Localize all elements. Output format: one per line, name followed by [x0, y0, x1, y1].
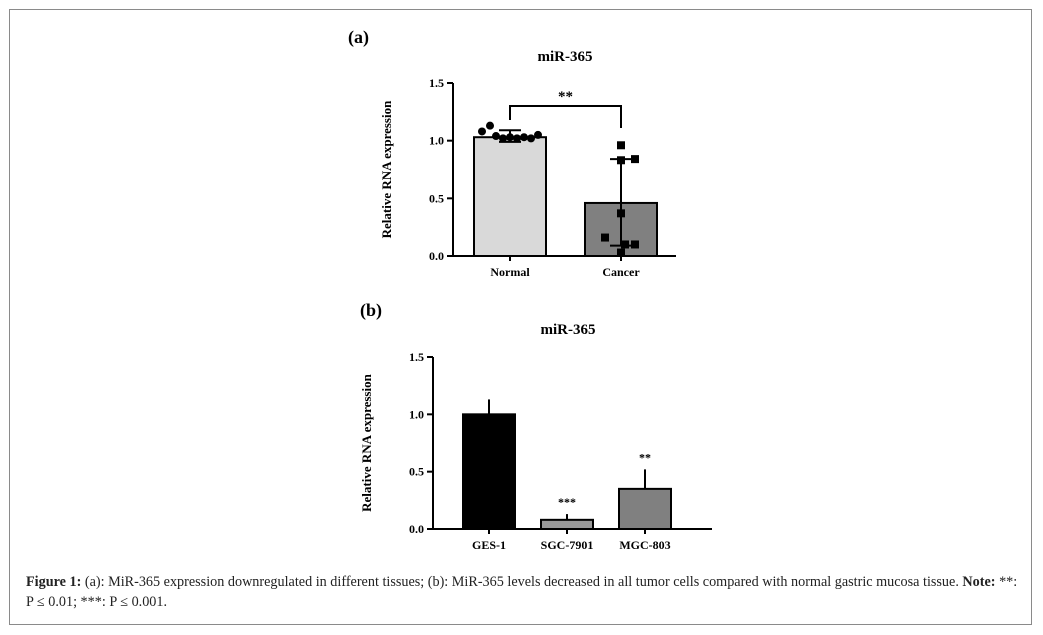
- panel-label-b: (b): [360, 300, 382, 320]
- data-point: [601, 233, 609, 242]
- data-point: [527, 134, 535, 143]
- significance-label: **: [558, 89, 573, 105]
- y-tick-label: 1.5: [429, 76, 444, 90]
- x-tick-label: Cancer: [602, 265, 640, 279]
- y-tick-label: 1.5: [409, 350, 424, 364]
- significance-label: **: [639, 450, 651, 464]
- x-tick-label: Normal: [490, 265, 530, 279]
- chart-b: miR-365 Relative RNA expression 0.0 0.5 1.0 1…: [359, 322, 712, 552]
- chart-a: miR-365 Relative RNA expression 0.0 0.5 1.0 1…: [379, 49, 676, 279]
- figure-frame: [9, 9, 1032, 625]
- data-point: [617, 248, 625, 257]
- caption-note-label: Note:: [962, 574, 996, 590]
- bar-ges-1: [462, 413, 516, 530]
- chart-title: miR-365: [538, 49, 593, 65]
- data-point: [631, 155, 639, 164]
- data-point: [499, 134, 507, 143]
- significance-label: ***: [558, 495, 576, 509]
- x-tick-label: SGC-7901: [541, 538, 594, 552]
- data-point: [486, 121, 494, 130]
- panel-label-a: (a): [348, 27, 369, 47]
- y-axis-label: Relative RNA expression: [379, 100, 394, 238]
- y-tick-label: 1.0: [429, 134, 444, 148]
- data-point: [617, 156, 625, 165]
- bar-normal: [473, 136, 547, 257]
- x-tick-label: MGC-803: [619, 538, 670, 552]
- bar-mgc-803: [618, 487, 672, 531]
- y-tick-label: 1.0: [409, 407, 424, 421]
- data-point: [631, 240, 639, 249]
- data-point: [513, 134, 521, 143]
- caption-text-2: **: P ≤ 0.01; ***: P ≤ 0.001.: [26, 574, 1018, 610]
- y-tick-label: 0.5: [429, 191, 444, 205]
- significance-bracket: [509, 105, 622, 128]
- data-point: [617, 209, 625, 218]
- y-axis-label: Relative RNA expression: [359, 373, 374, 511]
- x-tick-label: GES-1: [472, 538, 506, 552]
- data-point: [506, 133, 514, 142]
- data-point: [617, 141, 625, 150]
- bar-sgc-7901: [540, 518, 594, 530]
- data-point: [478, 127, 486, 136]
- caption-text-1: (a): MiR-365 expression downregulated in…: [81, 574, 963, 590]
- y-tick-label: 0.0: [409, 522, 424, 536]
- chart-title: miR-365: [541, 322, 596, 338]
- figure-caption: Figure 1: (a): MiR-365 expression downre…: [26, 572, 1026, 612]
- y-tick-label: 0.5: [409, 465, 424, 479]
- y-tick-label: 0.0: [429, 249, 444, 263]
- data-point: [492, 132, 500, 141]
- data-point: [520, 133, 528, 142]
- data-point: [534, 130, 542, 139]
- data-point: [621, 240, 629, 249]
- caption-figure-label: Figure 1:: [26, 574, 82, 590]
